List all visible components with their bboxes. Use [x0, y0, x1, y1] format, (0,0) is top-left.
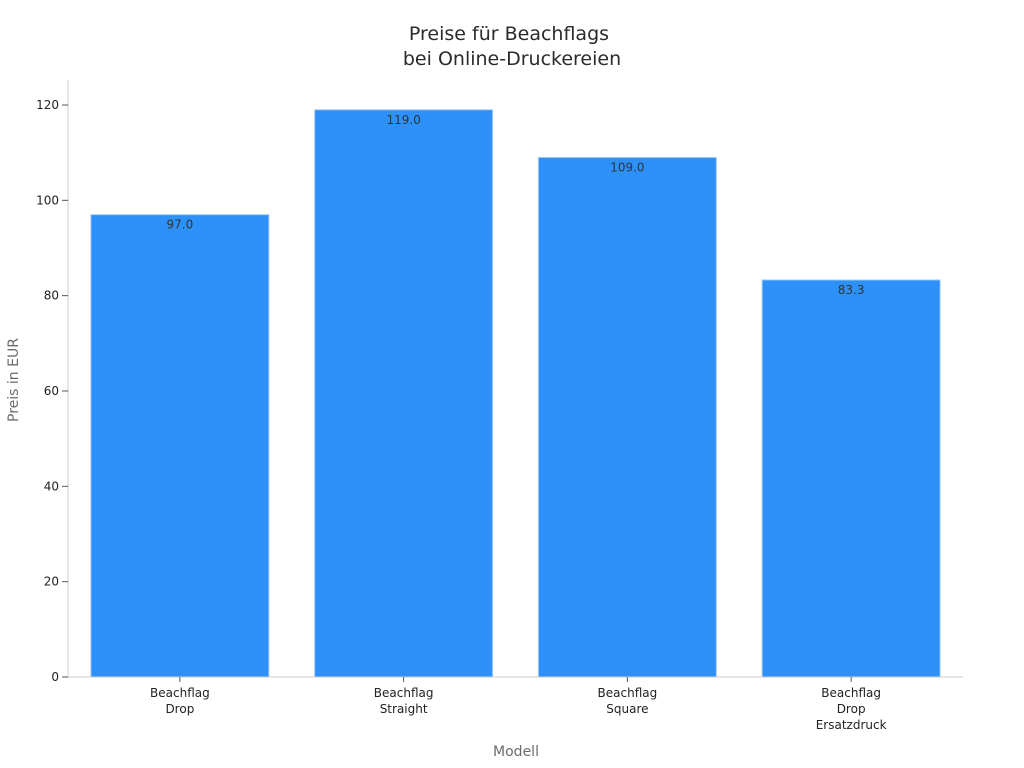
bar [761, 279, 941, 678]
x-tick-label-line: Drop [837, 702, 866, 716]
x-tick-label: Beachflag Drop [150, 686, 210, 716]
bar [90, 214, 270, 678]
chart-title-line-2: bei Online-Druckereien [403, 48, 621, 70]
x-tick-label: Beachflag Square [598, 686, 658, 716]
bar [314, 109, 494, 678]
x-tick-label-line: Straight [380, 702, 428, 716]
x-tick-label-line: Ersatzdruck [816, 718, 887, 732]
y-tick-label: 0 [51, 670, 59, 684]
bar-value-label: 119.0 [386, 113, 420, 127]
y-axis-ticks: 0 20 40 60 80 100 120 [36, 98, 68, 684]
bar-value-label: 83.3 [838, 283, 865, 297]
x-axis-title: Modell [493, 744, 539, 760]
chart-title: Preise für Beachflags bei Online-Drucker… [403, 23, 621, 70]
y-tick-label: 100 [36, 193, 59, 207]
bars-group [90, 109, 941, 678]
y-tick-label: 20 [44, 575, 59, 589]
y-axis-title: Preis in EUR [6, 338, 22, 422]
y-tick-label: 120 [36, 98, 59, 112]
x-tick-label-line: Beachflag [598, 686, 658, 700]
y-tick-label: 60 [44, 384, 59, 398]
chart-title-line-1: Preise für Beachflags [409, 23, 609, 45]
bar [537, 156, 717, 678]
x-tick-label-line: Beachflag [150, 686, 210, 700]
value-labels-group: 97.0 119.0 109.0 83.3 [167, 113, 865, 297]
x-tick-label: Beachflag Straight [374, 686, 434, 716]
x-tick-label-line: Beachflag [374, 686, 434, 700]
x-tick-label-line: Drop [165, 702, 194, 716]
x-tick-label-line: Beachflag [821, 686, 881, 700]
y-tick-label: 40 [44, 479, 59, 493]
bar-value-label: 109.0 [610, 160, 644, 174]
x-axis-ticks: Beachflag Drop Beachflag Straight Beachflag S… [150, 677, 887, 732]
x-tick-label: Beachflag Drop Ersatzdruck [816, 686, 887, 732]
y-tick-label: 80 [44, 289, 59, 303]
bar-value-label: 97.0 [167, 218, 194, 232]
x-tick-label-line: Square [606, 702, 648, 716]
